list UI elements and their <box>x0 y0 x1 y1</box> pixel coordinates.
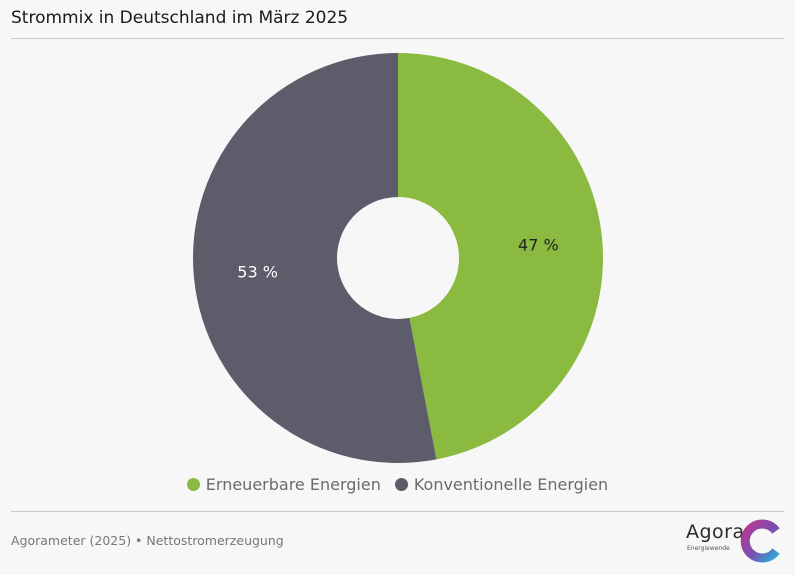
legend-label-renewable: Erneuerbare Energien <box>205 475 381 494</box>
page-title: Strommix in Deutschland im März 2025 <box>11 8 349 28</box>
slice-conventional[interactable] <box>193 53 437 463</box>
slice-label-renewable: 47 % <box>518 236 559 255</box>
agora-logo[interactable]: Agora Energiewende <box>686 519 786 563</box>
slice-label-conventional: 53 % <box>237 262 278 281</box>
source-note: Agorameter (2025) • Nettostromerzeugung <box>11 533 284 548</box>
chart-legend: Erneuerbare Energien Konventionelle Ener… <box>0 475 795 494</box>
logo-wordmark: Agora <box>686 521 745 543</box>
legend-swatch-renewable <box>186 478 200 491</box>
slice-renewable[interactable] <box>398 53 604 460</box>
legend-swatch-conventional <box>394 478 408 491</box>
legend-label-conventional: Konventionelle Energien <box>413 475 609 494</box>
bottom-divider <box>11 511 784 512</box>
legend-item-conventional[interactable]: Konventionelle Energien <box>394 475 609 494</box>
logo-subtitle: Energiewende <box>687 545 730 552</box>
top-divider <box>11 38 784 39</box>
agora-logo-icon <box>740 519 780 563</box>
legend-item-renewable[interactable]: Erneuerbare Energien <box>186 475 381 494</box>
